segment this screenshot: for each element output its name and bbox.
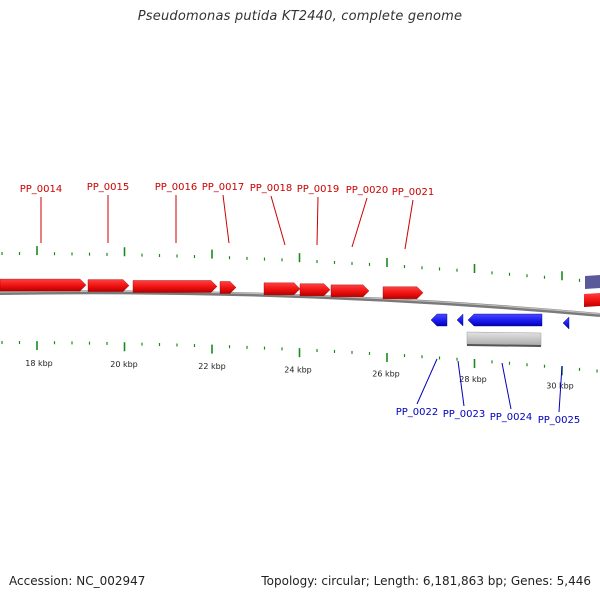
reverse-gene-arrow[interactable]	[562, 316, 570, 330]
reverse-label-leader	[457, 360, 465, 407]
forward-label-leader	[222, 194, 230, 244]
reverse-gene-label[interactable]: PP_0025	[538, 415, 581, 426]
reverse-gene-arrow[interactable]	[467, 313, 543, 327]
reverse-strand-genes	[430, 313, 570, 330]
tick-label: 22 kbp	[198, 362, 226, 371]
tick-label: 18 kbp	[25, 359, 53, 368]
reverse-label-leader	[558, 365, 563, 413]
forward-strand-genes	[0, 278, 424, 299]
reverse-label-leader	[501, 362, 512, 410]
reverse-gene-label[interactable]: PP_0024	[490, 412, 533, 423]
forward-gene-arrow[interactable]	[219, 281, 237, 294]
forward-gene-arrow[interactable]	[132, 280, 218, 293]
feature-gray-bar[interactable]	[466, 331, 542, 347]
forward-gene-arrow[interactable]	[382, 286, 424, 299]
forward-gene-label[interactable]: PP_0019	[297, 184, 340, 195]
forward-gene-labels: PP_0014 PP_0015 PP_0016 PP_0017 PP_0018 PP_00…	[20, 182, 435, 250]
accession-text: Accession: NC_002947	[9, 574, 146, 588]
forward-gene-arrow[interactable]	[330, 284, 370, 298]
reverse-gene-arrow[interactable]	[456, 313, 464, 327]
forward-gene-arrow[interactable]	[87, 279, 130, 292]
tick-label: 26 kbp	[372, 370, 400, 379]
map-title: Pseudomonas putida KT2440, complete geno…	[137, 9, 463, 24]
forward-gene-label[interactable]: PP_0018	[250, 183, 293, 194]
forward-gene-label[interactable]: PP_0015	[87, 182, 130, 193]
forward-gene-arrow[interactable]	[0, 278, 87, 292]
inner-tick-track	[1, 341, 598, 376]
forward-gene-arrow[interactable]	[299, 283, 331, 296]
genome-summary-text: Topology: circular; Length: 6,181,863 bp…	[261, 574, 591, 588]
genome-backbone	[0, 290, 600, 317]
feature-gray-bar-edge	[466, 344, 542, 347]
tick-label: 20 kbp	[110, 360, 138, 369]
forward-gene-label[interactable]: PP_0020	[346, 185, 389, 196]
forward-label-leader	[270, 195, 286, 246]
forward-gene-arrow[interactable]	[263, 282, 301, 296]
reverse-gene-labels: PP_0022 PP_0023 PP_0024 PP_0025	[396, 358, 581, 426]
forward-label-leader	[316, 196, 319, 246]
forward-gene-label[interactable]: PP_0014	[20, 184, 63, 195]
feature-edge-purple[interactable]	[585, 275, 600, 289]
forward-label-leader	[404, 199, 414, 250]
forward-gene-label[interactable]: PP_0016	[155, 182, 198, 193]
reverse-gene-label[interactable]: PP_0022	[396, 407, 439, 418]
forward-gene-label[interactable]: PP_0021	[392, 187, 435, 198]
reverse-gene-arrow[interactable]	[430, 313, 448, 327]
feature-edge-red[interactable]	[584, 293, 600, 307]
forward-gene-label[interactable]: PP_0017	[202, 182, 245, 193]
tick-labels: 18 kbp 20 kbp 22 kbp 24 kbp 26 kbp 28 kbp 30 k…	[25, 359, 574, 390]
reverse-gene-label[interactable]: PP_0023	[443, 409, 486, 420]
outer-tick-track	[1, 246, 598, 284]
forward-label-leader	[351, 197, 368, 248]
tick-label: 24 kbp	[284, 365, 312, 374]
reverse-label-leader	[416, 358, 438, 405]
tick-label: 28 kbp	[459, 375, 487, 384]
tick-label: 30 kbp	[546, 382, 574, 391]
